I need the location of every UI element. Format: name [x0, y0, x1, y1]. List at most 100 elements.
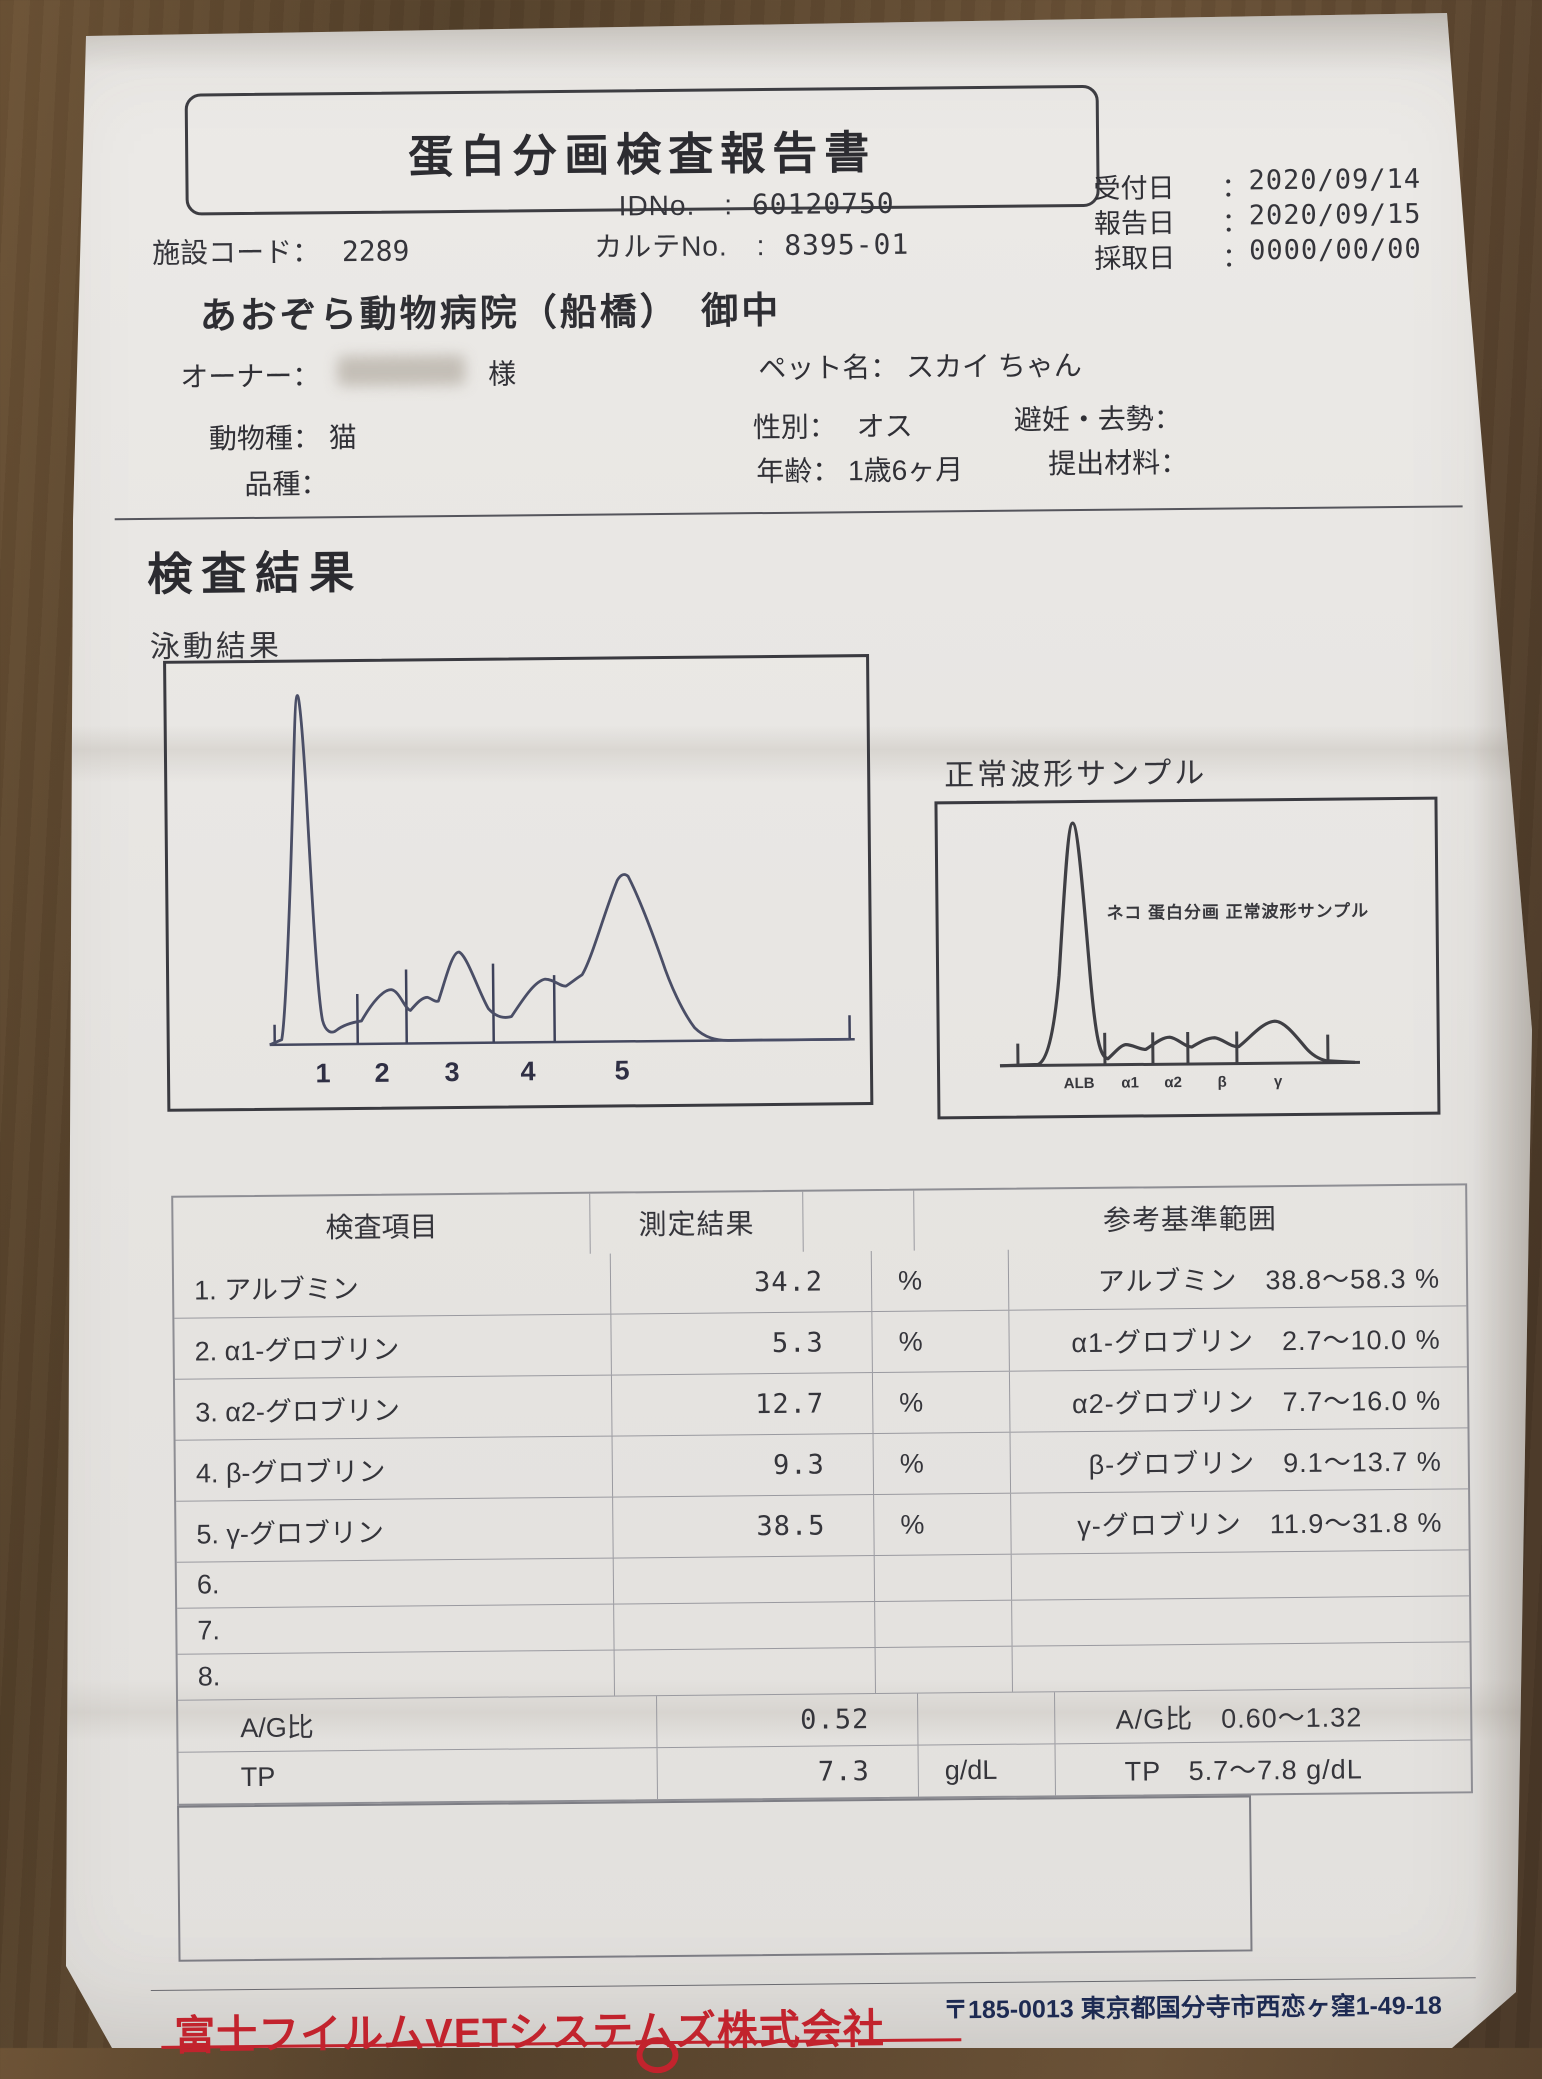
table-cell-value: 12.7: [611, 1373, 873, 1436]
karte-number-line: カルテNo. : 8395-01: [594, 223, 910, 266]
fraction-number-2: 2: [374, 1058, 389, 1089]
table-cell-item: A/G比: [178, 1696, 656, 1752]
date-label: 受付日: [1093, 166, 1221, 202]
table-cell-value: [614, 1648, 875, 1696]
table-cell-value: 7.3: [657, 1746, 918, 1800]
table-cell-value: 34.2: [610, 1251, 872, 1314]
header-result: 測定結果: [589, 1192, 803, 1254]
header-reference: 参考基準範囲: [913, 1185, 1466, 1250]
species-line: 動物種： 猫: [209, 416, 357, 457]
table-cell-unit: %: [872, 1372, 1010, 1433]
table-cell-unit: %: [871, 1311, 1009, 1372]
table-cell-ref: [1011, 1550, 1469, 1599]
sample-label-a1: α1: [1121, 1074, 1139, 1091]
comment-box: [177, 1795, 1252, 1961]
sample-curve-svg: [937, 800, 1437, 1117]
date-separator: ：: [1222, 200, 1249, 235]
table-cell-item: 7.: [177, 1605, 613, 1654]
table-cell-ref: A/G比 0.60～1.32: [1054, 1688, 1470, 1743]
table-cell-unit: %: [871, 1250, 1009, 1311]
material-label: 提出材料：: [1048, 447, 1188, 479]
clinic-name: あおぞら動物病院（船橋） 御中: [199, 280, 781, 340]
date-line: 採取日：0000/00/00: [1094, 233, 1514, 272]
owner-label: オーナー：: [180, 360, 320, 392]
neuter-line: 避妊・去勢：: [1014, 397, 1182, 439]
table-cell-ref: γ-グロブリン 11.9～31.8 %: [1010, 1489, 1469, 1553]
age-label: 年齢：: [756, 455, 840, 487]
fraction-number-4: 4: [520, 1056, 535, 1087]
owner-name-redacted: [337, 355, 465, 386]
table-cell-unit: [874, 1555, 1011, 1601]
electrophoresis-curve-svg: [166, 657, 870, 1109]
table-cell-item: 8.: [178, 1651, 614, 1700]
date-label: 採取日: [1094, 236, 1222, 272]
table-cell-ref: α1-グロブリン 2.7～10.0 %: [1008, 1306, 1467, 1370]
karte-value: 8395-01: [784, 228, 909, 262]
fraction-number-1: 1: [315, 1058, 330, 1089]
material-line: 提出材料：: [1048, 441, 1188, 482]
table-cell-value: 38.5: [612, 1495, 874, 1558]
table-cell-unit: %: [873, 1494, 1011, 1555]
sample-caption: ネコ 蛋白分画 正常波形サンプル: [1106, 896, 1369, 924]
date-value: 2020/09/14: [1248, 164, 1421, 201]
species-label: 動物種：: [209, 422, 321, 454]
pet-name-label: ペット名：: [758, 352, 898, 384]
table-cell-item: 1. アルブミン: [174, 1254, 611, 1318]
neuter-label: 避妊・去勢：: [1014, 403, 1182, 436]
table-cell-item: 4. β-グロブリン: [176, 1437, 613, 1501]
breed-line: 品種：: [244, 462, 328, 503]
sample-chart-heading: 正常波形サンプル: [944, 748, 1208, 795]
table-cell-unit: [874, 1601, 1011, 1647]
electrophoresis-chart: 1 2 3 4 5: [163, 654, 873, 1112]
karte-label: カルテNo. :: [594, 230, 766, 263]
sex-line: 性別： オス: [753, 405, 913, 447]
table-cell-value: 0.52: [656, 1694, 917, 1748]
date-separator: ：: [1221, 165, 1248, 200]
table-cell-value: [613, 1602, 874, 1650]
facility-code-line: 施設コード： 2289: [152, 229, 410, 271]
id-value: 60120750: [752, 187, 895, 221]
date-line: 報告日：2020/09/15: [1094, 198, 1514, 237]
sample-label-alb: ALB: [1064, 1075, 1095, 1092]
id-number-line: IDNo. : 60120750: [619, 182, 895, 225]
table-cell-unit: [875, 1647, 1012, 1693]
table-cell-item: 6.: [177, 1559, 613, 1608]
table-cell-item: 5. γ-グロブリン: [176, 1498, 613, 1562]
table-cell-ref: アルブミン 38.8～58.3 %: [1008, 1245, 1467, 1309]
table-cell-ref: [1011, 1596, 1469, 1645]
sample-label-beta: β: [1217, 1074, 1226, 1091]
breed-label: 品種：: [244, 468, 328, 500]
date-value: 2020/09/15: [1249, 199, 1422, 236]
table-cell-value: 5.3: [610, 1312, 872, 1375]
sample-label-a2: α2: [1164, 1074, 1182, 1091]
pet-name-line: ペット名： スカイ ちゃん: [758, 344, 1082, 387]
species-value: 猫: [329, 422, 357, 453]
facility-code-value: 2289: [342, 234, 410, 268]
company-address: 〒185-0013 東京都国分寺市西恋ヶ窪1-49-18: [943, 1986, 1442, 2027]
table-cell-unit: %: [873, 1433, 1011, 1494]
sex-value: オス: [856, 411, 912, 443]
table-cell-ref: α2-グロブリン 7.7～16.0 %: [1009, 1367, 1468, 1431]
table-cell-value: [613, 1556, 874, 1604]
table-cell-unit: g/dL: [918, 1744, 1055, 1796]
table-cell-item: 3. α2-グロブリン: [175, 1376, 612, 1440]
sample-label-gamma: γ: [1274, 1073, 1283, 1090]
table-cell-item: 2. α1-グロブリン: [174, 1315, 611, 1379]
sex-label: 性別：: [753, 411, 837, 443]
date-line: 受付日：2020/09/14: [1093, 163, 1513, 202]
fraction-number-5: 5: [614, 1055, 629, 1086]
table-cell-ref: β-グロブリン 9.1～13.7 %: [1010, 1428, 1469, 1492]
id-label: IDNo. :: [619, 189, 734, 221]
table-cell-ref: TP 5.7～7.8 g/dL: [1055, 1740, 1471, 1795]
header-unit: [802, 1191, 914, 1252]
owner-honorific: 様: [488, 358, 516, 389]
results-section-heading: 検査結果: [147, 536, 364, 603]
normal-waveform-sample-chart: ネコ 蛋白分画 正常波形サンプル ALB α1 α2 β γ: [934, 797, 1440, 1120]
